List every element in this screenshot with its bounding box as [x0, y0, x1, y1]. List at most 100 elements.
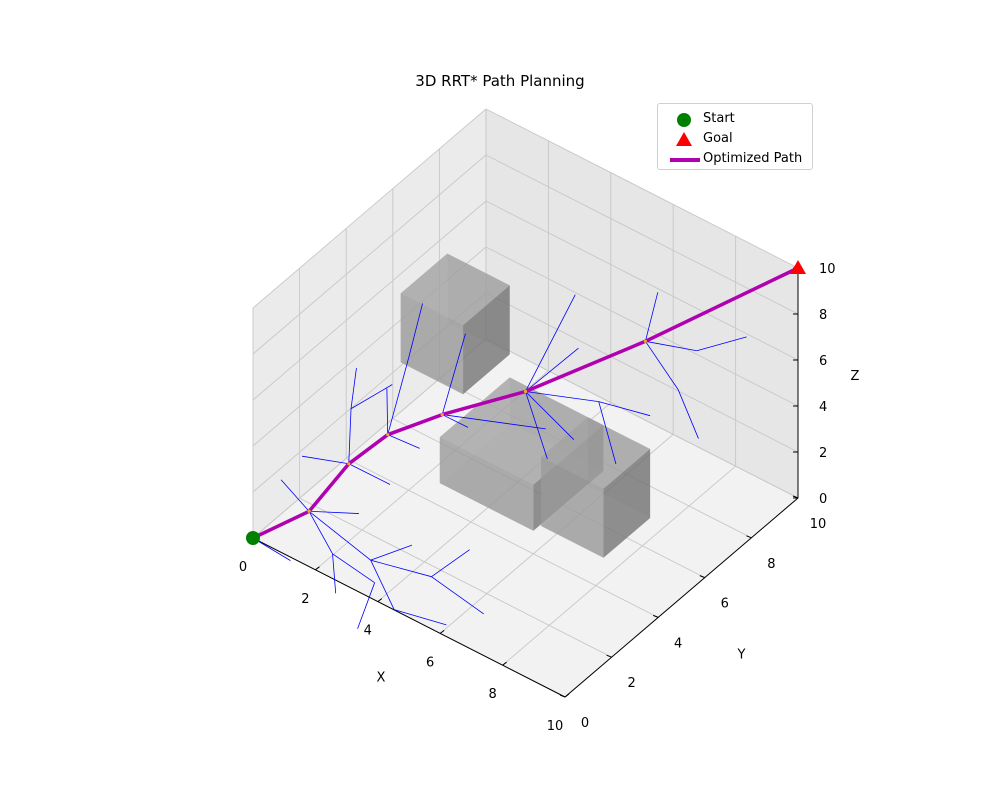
legend-item-goal: Goal: [658, 129, 812, 149]
tree-edge: [525, 391, 575, 440]
tree-edge: [350, 367, 357, 409]
z-tick-label: 6: [819, 354, 827, 369]
x-axis-line: [252, 537, 566, 698]
x-tick-mark: [315, 566, 320, 571]
chart-title: 3D RRT* Path Planning: [415, 72, 585, 90]
path-waypoint: [643, 339, 648, 343]
tree-edge: [525, 347, 579, 392]
legend-item-start: Start: [658, 109, 812, 129]
start-marker: [246, 531, 260, 545]
grid-line: [345, 457, 659, 618]
legend: Start Goal Optimized Path: [657, 103, 813, 170]
start-goal-markers: [246, 260, 806, 545]
obstacle-face: [603, 449, 651, 558]
y-tick-label: 8: [767, 557, 775, 572]
grid-line: [485, 246, 799, 407]
y-tick-label: 0: [581, 716, 589, 731]
tree-edge: [370, 560, 395, 610]
y-tick-mark: [653, 614, 659, 618]
obstacle-face: [541, 417, 651, 489]
y-tick-mark: [606, 654, 612, 658]
tree-edge: [387, 357, 410, 435]
x-axis-label: X: [377, 671, 386, 686]
legend-item-path: Optimized Path: [658, 149, 812, 169]
tree-edge: [696, 336, 747, 352]
x-tick-mark: [377, 598, 383, 602]
grid-line: [485, 200, 799, 361]
tree-edge: [431, 549, 470, 578]
tree-edge: [348, 408, 352, 464]
optimized-path: [251, 266, 800, 540]
x-tick-label: 6: [426, 655, 434, 670]
path-waypoint: [347, 462, 351, 466]
obstacle-face: [400, 293, 464, 395]
tree-edge: [280, 479, 310, 512]
tree-edge: [387, 434, 420, 449]
z-tick-label: 8: [819, 308, 827, 323]
tree-edge: [394, 609, 447, 626]
tree-edge: [598, 401, 617, 465]
legend-path-marker: [670, 158, 700, 162]
tree-edge: [677, 389, 699, 439]
goal-marker: [790, 260, 806, 274]
z-tick-label: 2: [819, 446, 827, 461]
tree-edge: [348, 463, 391, 485]
tree-edge: [252, 537, 291, 561]
tree-edge: [525, 391, 599, 403]
x-tick-mark: [564, 693, 570, 698]
x-tick-mark: [502, 661, 507, 666]
grid-line: [485, 108, 799, 269]
z-tick-label: 10: [819, 262, 836, 277]
legend-goal-label: Goal: [703, 131, 733, 146]
legend-goal-marker: [676, 132, 692, 146]
grid-line: [252, 200, 487, 401]
tree-edge: [308, 511, 333, 554]
y-tick-mark: [559, 694, 566, 698]
tree-edge: [370, 544, 413, 561]
grid-line: [502, 465, 736, 666]
tree-edge: [301, 455, 349, 465]
tree-edge: [370, 559, 432, 578]
x-tick-label: 10: [547, 719, 564, 734]
tree-edge: [332, 553, 375, 584]
y-tick-mark: [746, 535, 752, 539]
obstacle-box: [541, 417, 651, 558]
path-waypoint: [523, 389, 528, 394]
tree-edge: [525, 391, 548, 460]
back-wall-pane: [486, 109, 798, 498]
y-tick-label: 2: [627, 676, 635, 691]
x-tick-label: 2: [301, 592, 309, 607]
left-wall-pane: [253, 109, 486, 538]
tree-edge: [598, 401, 651, 417]
y-tick-mark: [699, 575, 705, 579]
z-axis-label: Z: [851, 369, 860, 384]
tree-edge: [442, 414, 546, 430]
grid-line: [252, 154, 487, 355]
x-tick-label: 0: [239, 560, 247, 575]
tree-edge: [357, 582, 376, 629]
path-waypoint: [307, 509, 311, 513]
legend-start-label: Start: [703, 111, 735, 126]
axis-lines: [252, 268, 799, 698]
x-tick-label: 8: [488, 687, 496, 702]
tree-edge: [441, 333, 466, 415]
tree-edge: [525, 294, 576, 392]
y-axis-label: Y: [737, 648, 746, 663]
y-tick-label: 4: [674, 636, 682, 651]
tree-edge: [332, 553, 337, 594]
path-waypoint: [440, 412, 444, 417]
x-tick-label: 4: [364, 624, 372, 639]
tree-edge: [645, 341, 679, 390]
z-tick-label: 4: [819, 400, 827, 415]
tree-edge: [431, 576, 484, 615]
grid-line: [485, 292, 799, 453]
tree-edge: [350, 384, 393, 410]
obstacle-face: [463, 285, 510, 395]
grid-line: [485, 338, 799, 499]
obstacle-face: [400, 253, 510, 326]
tree-edge: [309, 510, 359, 514]
y-axis-line: [564, 497, 799, 698]
tree-edge: [308, 510, 371, 561]
tree-edge: [408, 303, 423, 359]
